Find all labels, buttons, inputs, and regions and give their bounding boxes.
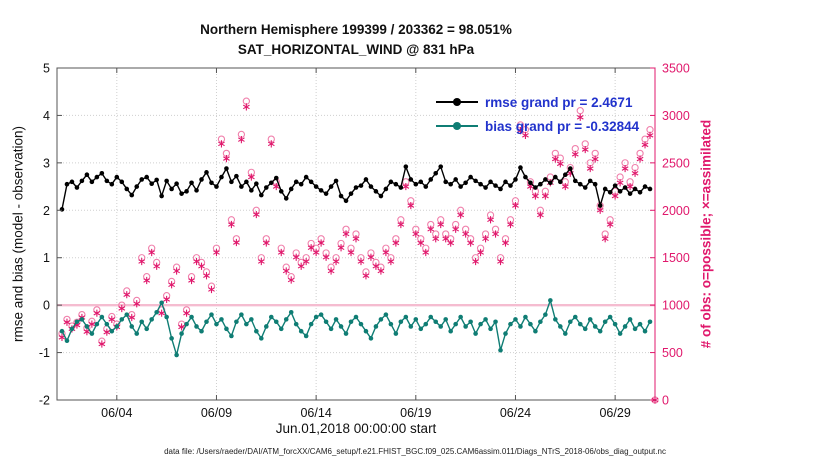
svg-text:06/04: 06/04 xyxy=(101,406,132,420)
svg-text:06/29: 06/29 xyxy=(599,406,630,420)
svg-text:1: 1 xyxy=(43,251,50,265)
rmse-line-sample-icon xyxy=(436,96,478,108)
legend-label-bias: bias grand pr = -0.32844 xyxy=(485,118,640,134)
svg-text:06/19: 06/19 xyxy=(400,406,431,420)
svg-text:5: 5 xyxy=(43,62,50,76)
svg-text:06/14: 06/14 xyxy=(300,406,331,420)
legend: rmse grand pr = 2.4671 bias grand pr = -… xyxy=(436,90,639,138)
svg-text:500: 500 xyxy=(662,346,683,360)
svg-text:06/09: 06/09 xyxy=(201,406,232,420)
bias-line-sample-icon xyxy=(436,120,478,132)
legend-label-rmse: rmse grand pr = 2.4671 xyxy=(485,94,633,110)
data-file-path: data file: /Users/raeder/DAI/ATM_forcXX/… xyxy=(164,447,666,456)
svg-text:06/24: 06/24 xyxy=(500,406,531,420)
svg-text:4: 4 xyxy=(43,109,50,123)
svg-text:2: 2 xyxy=(43,204,50,218)
svg-text:3000: 3000 xyxy=(662,109,690,123)
svg-text:0: 0 xyxy=(43,299,50,313)
svg-text:2000: 2000 xyxy=(662,204,690,218)
svg-text:-2: -2 xyxy=(39,394,50,408)
x-axis-label: Jun.01,2018 00:00:00 start xyxy=(275,421,437,436)
chart-title-line1: Northern Hemisphere 199399 / 203362 = 98… xyxy=(200,22,512,37)
svg-text:3500: 3500 xyxy=(662,62,690,76)
svg-text:-1: -1 xyxy=(39,346,50,360)
svg-text:0: 0 xyxy=(662,394,669,408)
svg-text:1500: 1500 xyxy=(662,251,690,265)
svg-text:3: 3 xyxy=(43,156,50,170)
legend-row-bias: bias grand pr = -0.32844 xyxy=(436,114,639,138)
chart-title-line2: SAT_HORIZONTAL_WIND @ 831 hPa xyxy=(237,42,475,57)
svg-text:2500: 2500 xyxy=(662,156,690,170)
svg-text:1000: 1000 xyxy=(662,299,690,313)
legend-row-rmse: rmse grand pr = 2.4671 xyxy=(436,90,639,114)
